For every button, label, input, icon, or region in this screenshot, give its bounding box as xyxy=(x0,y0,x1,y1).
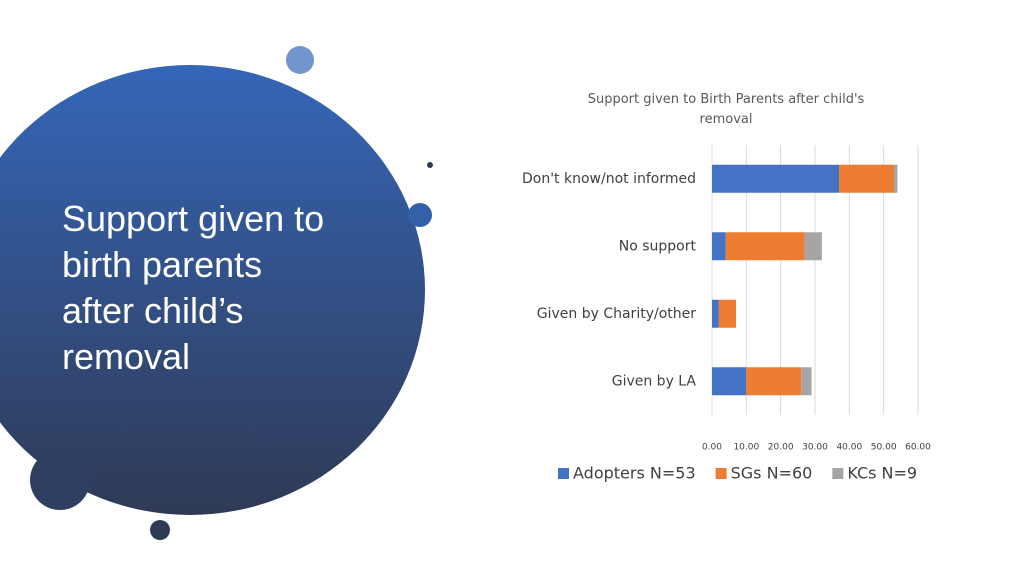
slide-title-line: removal xyxy=(62,336,191,377)
bar-segment xyxy=(801,367,812,396)
ink-blob xyxy=(0,46,433,540)
bar-segment xyxy=(712,164,840,193)
x-tick-label: 20.00 xyxy=(768,443,794,453)
legend-swatch xyxy=(715,468,727,479)
bar-segment xyxy=(712,232,726,261)
y-tick-label: Given by LA xyxy=(612,373,697,389)
x-tick-label: 30.00 xyxy=(802,443,828,453)
bar-segment xyxy=(725,232,805,261)
bar-segment xyxy=(718,299,737,328)
y-tick-label: Don't know/not informed xyxy=(522,171,696,187)
x-tick-label: 10.00 xyxy=(733,443,759,453)
chart-title: Support given to Birth Parents after chi… xyxy=(587,92,865,127)
x-tick-label: 0.00 xyxy=(702,443,722,453)
x-tick-label: 60.00 xyxy=(905,443,931,453)
y-tick-label: No support xyxy=(619,238,697,254)
legend-swatch xyxy=(558,468,569,479)
bar-segment xyxy=(712,367,747,396)
bar-segment xyxy=(804,232,822,261)
legend-label: Adopters N=53 xyxy=(573,464,696,483)
slide-title-line: birth parents xyxy=(62,244,263,285)
legend-swatch xyxy=(832,468,844,479)
bar-segment xyxy=(839,164,894,193)
x-tick-label: 40.00 xyxy=(836,443,862,453)
x-tick-label: 50.00 xyxy=(871,443,897,453)
bar-segment xyxy=(746,367,802,396)
legend-label: KCs N=9 xyxy=(847,464,917,483)
slide-title-line: after child’s xyxy=(62,290,244,331)
legend-label: SGs N=60 xyxy=(731,464,813,483)
y-tick-label: Given by Charity/other xyxy=(537,306,696,322)
slide-title: Support given to birth parents after child… xyxy=(62,196,324,380)
bar-segment xyxy=(712,299,719,328)
slide-title-line: Support given to xyxy=(62,198,325,239)
bar-segment xyxy=(893,164,898,193)
